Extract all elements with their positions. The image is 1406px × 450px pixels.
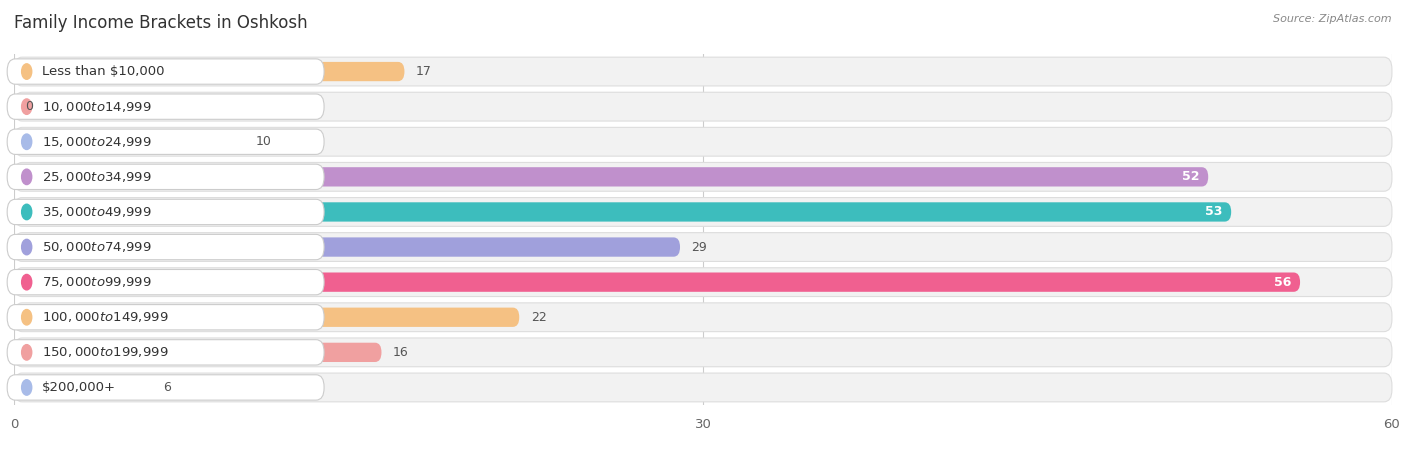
Text: 29: 29 [692,241,707,253]
Text: 0: 0 [25,100,34,113]
FancyBboxPatch shape [14,132,243,151]
Circle shape [21,380,32,395]
FancyBboxPatch shape [7,129,325,154]
Circle shape [21,169,32,184]
FancyBboxPatch shape [7,234,325,260]
Text: 52: 52 [1181,171,1199,183]
FancyBboxPatch shape [14,92,1392,121]
Text: Source: ZipAtlas.com: Source: ZipAtlas.com [1274,14,1392,23]
FancyBboxPatch shape [14,162,1392,191]
Text: $75,000 to $99,999: $75,000 to $99,999 [42,275,152,289]
Circle shape [21,239,32,255]
FancyBboxPatch shape [7,340,325,365]
FancyBboxPatch shape [14,338,1392,367]
Text: 22: 22 [531,311,547,324]
Text: $35,000 to $49,999: $35,000 to $49,999 [42,205,152,219]
Circle shape [21,99,32,114]
FancyBboxPatch shape [14,303,1392,332]
FancyBboxPatch shape [7,305,325,330]
Text: $25,000 to $34,999: $25,000 to $34,999 [42,170,152,184]
Text: $150,000 to $199,999: $150,000 to $199,999 [42,345,169,360]
FancyBboxPatch shape [14,268,1392,297]
Text: $50,000 to $74,999: $50,000 to $74,999 [42,240,152,254]
FancyBboxPatch shape [14,167,1208,186]
Text: Family Income Brackets in Oshkosh: Family Income Brackets in Oshkosh [14,14,308,32]
Text: 53: 53 [1205,206,1222,218]
FancyBboxPatch shape [7,59,325,84]
FancyBboxPatch shape [14,57,1392,86]
Text: Less than $10,000: Less than $10,000 [42,65,165,78]
Text: 16: 16 [394,346,409,359]
FancyBboxPatch shape [14,202,1232,221]
Circle shape [21,204,32,220]
Text: 6: 6 [163,381,172,394]
FancyBboxPatch shape [14,62,405,81]
FancyBboxPatch shape [7,270,325,295]
Text: 17: 17 [416,65,432,78]
FancyBboxPatch shape [14,127,1392,156]
Circle shape [21,310,32,325]
Circle shape [21,274,32,290]
FancyBboxPatch shape [14,198,1392,226]
Circle shape [21,134,32,149]
FancyBboxPatch shape [14,233,1392,261]
Circle shape [21,345,32,360]
Text: 10: 10 [256,135,271,148]
FancyBboxPatch shape [14,343,381,362]
Text: $200,000+: $200,000+ [42,381,115,394]
Text: $100,000 to $149,999: $100,000 to $149,999 [42,310,169,324]
Circle shape [21,64,32,79]
FancyBboxPatch shape [7,164,325,189]
FancyBboxPatch shape [14,273,1301,292]
FancyBboxPatch shape [14,238,681,256]
FancyBboxPatch shape [7,375,325,400]
Text: 56: 56 [1274,276,1291,288]
FancyBboxPatch shape [14,308,519,327]
Text: $10,000 to $14,999: $10,000 to $14,999 [42,99,152,114]
Text: $15,000 to $24,999: $15,000 to $24,999 [42,135,152,149]
FancyBboxPatch shape [7,94,325,119]
FancyBboxPatch shape [7,199,325,225]
FancyBboxPatch shape [14,378,152,397]
FancyBboxPatch shape [14,373,1392,402]
